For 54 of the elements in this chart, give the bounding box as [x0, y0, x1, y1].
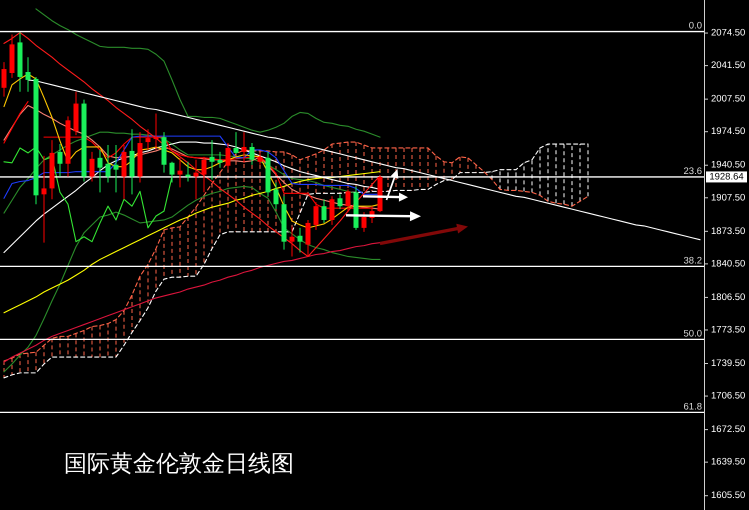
candlestick [58, 144, 62, 178]
candlestick [274, 182, 278, 210]
candlestick [98, 149, 102, 193]
annotation: 0.0 [688, 20, 702, 32]
y-tick-label: 1773.50 [711, 324, 746, 336]
candlestick [290, 226, 294, 257]
y-tick-label: 2041.50 [711, 60, 746, 72]
candlestick [362, 212, 366, 232]
candlestick [146, 128, 150, 150]
candlestick [338, 194, 342, 210]
candlestick [346, 188, 350, 213]
candlestick [114, 144, 118, 193]
candlestick [26, 56, 30, 92]
candlestick [90, 151, 94, 182]
candlestick [250, 142, 254, 166]
candlestick [226, 142, 230, 170]
candlestick [314, 202, 318, 230]
y-tick-label: 1672.50 [711, 424, 746, 436]
candlestick [306, 219, 310, 257]
candlestick [242, 132, 246, 164]
annotation: 50.0 [684, 328, 702, 340]
y-tick-label: 1840.50 [711, 258, 746, 270]
candlestick [2, 62, 6, 98]
candlestick [186, 161, 190, 182]
y-tick-label: 1739.50 [711, 358, 746, 370]
candlestick [194, 159, 198, 200]
candlestick [234, 132, 238, 154]
y-tick-label: 1605.50 [711, 490, 746, 502]
annotation: 61.8 [684, 401, 702, 412]
candlestick [178, 157, 182, 188]
annotation: 23.6 [684, 166, 702, 177]
candlestick [154, 112, 158, 150]
y-tick-label: 2007.50 [711, 94, 746, 105]
y-tick-label: 1639.50 [711, 456, 746, 468]
candlestick [210, 140, 214, 180]
candlestick [106, 144, 110, 183]
candlestick [202, 156, 206, 193]
candlestick [218, 151, 222, 168]
text: 国际黄金伦敦金日线图 [64, 450, 294, 476]
annotation: 38.2 [684, 255, 702, 266]
candlestick [322, 198, 326, 224]
y-tick-label: 1974.50 [711, 126, 746, 138]
y-tick-label: 1806.50 [711, 292, 746, 303]
candlestick [170, 161, 174, 183]
candlestick [298, 227, 302, 254]
y-tick-label: 1706.50 [711, 390, 746, 402]
candlestick [42, 155, 46, 244]
candlestick [330, 196, 334, 226]
y-tick-label: 2074.50 [711, 28, 746, 39]
price-tag: 1928.64 [706, 171, 747, 182]
y-tick-label: 1907.50 [711, 192, 746, 204]
candlestick [258, 152, 262, 166]
y-tick-label: 1873.50 [711, 226, 746, 237]
y-tick-label: 1940.50 [711, 160, 746, 171]
